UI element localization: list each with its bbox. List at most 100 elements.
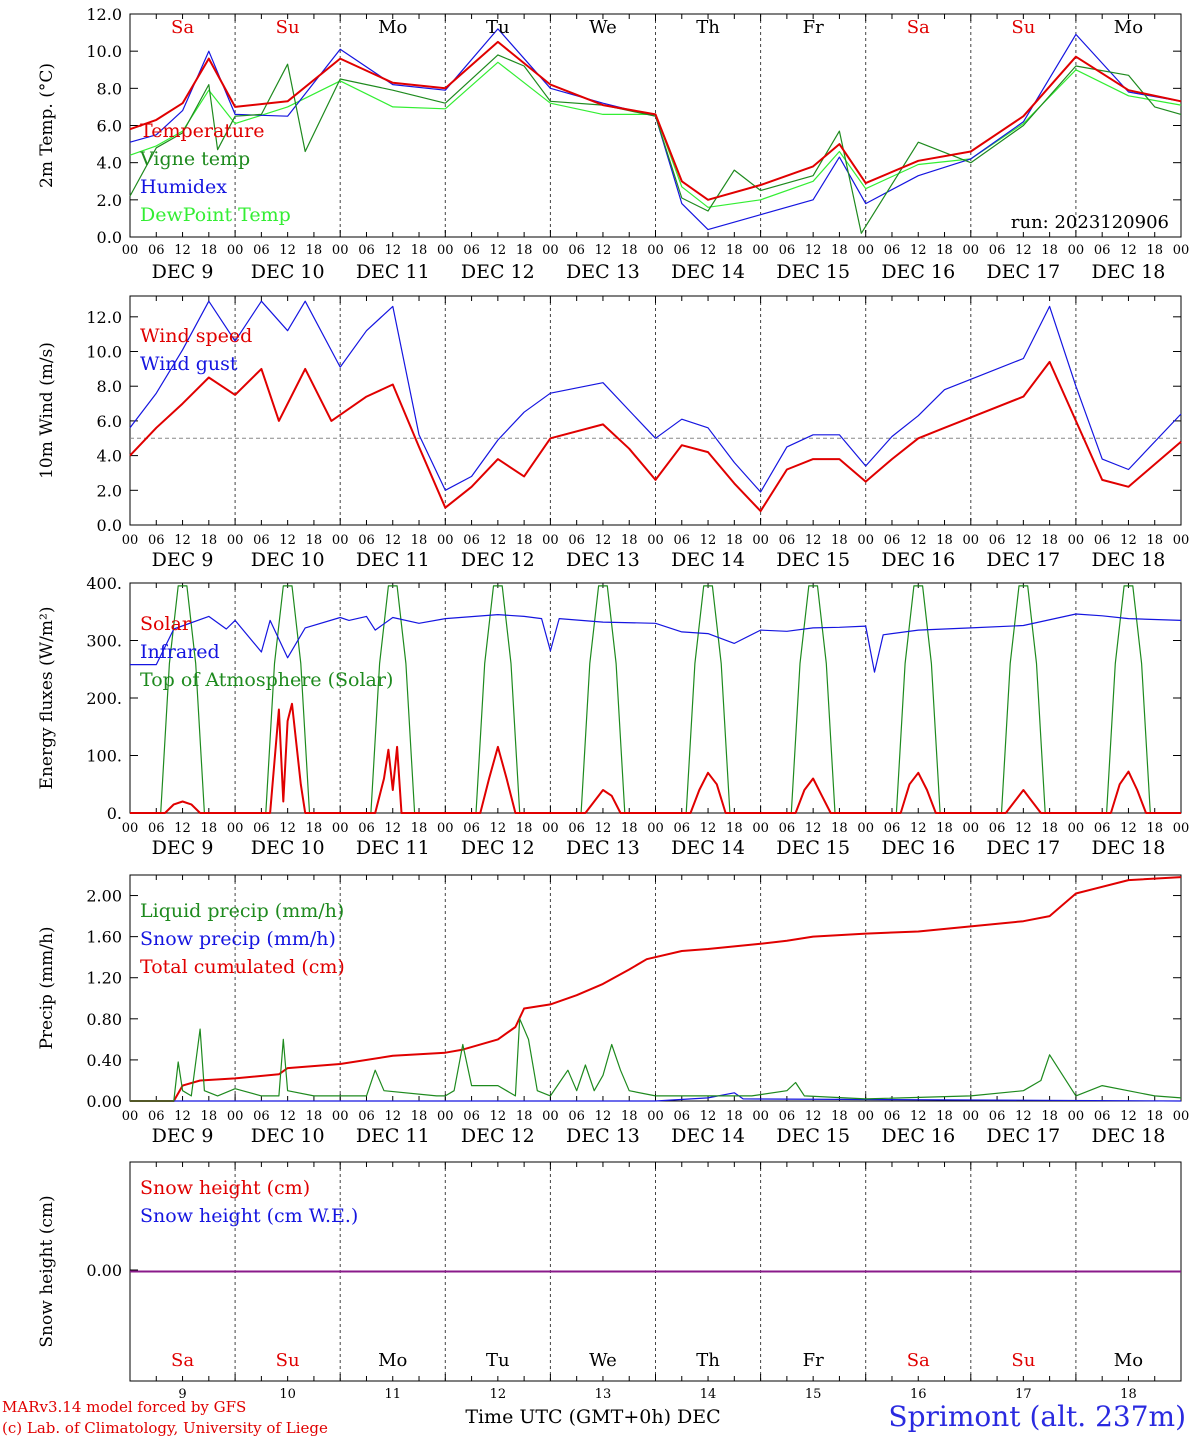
hour-tick-label: 00 (963, 1109, 980, 1124)
day-number-label: 14 (700, 1387, 717, 1402)
hour-tick-label: 12 (910, 1109, 927, 1124)
legend-entry: Wind gust (140, 353, 238, 375)
date-label: DEC 11 (356, 1125, 430, 1147)
date-label: DEC 11 (356, 837, 430, 859)
hour-tick-label: 18 (411, 821, 428, 836)
y-tick-label: 400. (86, 574, 122, 593)
hour-tick-label: 00 (542, 243, 559, 258)
hour-tick-label: 00 (542, 1109, 559, 1124)
hour-tick-label: 00 (647, 243, 664, 258)
date-label: DEC 12 (461, 549, 535, 571)
legend-entry: Wind speed (140, 325, 252, 347)
date-label: DEC 18 (1092, 1125, 1166, 1147)
y-tick-label: 300. (86, 632, 122, 651)
legend-entry: Temperature (140, 120, 264, 142)
hour-tick-label: 00 (437, 821, 454, 836)
lab-credit: (c) Lab. of Climatology, University of L… (2, 1419, 328, 1437)
weekday-label-top: Fr (803, 17, 824, 38)
hour-tick-label: 12 (1120, 533, 1137, 548)
hour-tick-label: 18 (1041, 243, 1058, 258)
hour-tick-label: 18 (831, 533, 848, 548)
hour-tick-label: 00 (542, 533, 559, 548)
hour-tick-label: 00 (1068, 533, 1085, 548)
hour-tick-label: 12 (174, 1109, 191, 1124)
hour-tick-label: 12 (805, 1109, 822, 1124)
hour-tick-label: 18 (621, 1109, 638, 1124)
hour-tick-label: 06 (568, 533, 585, 548)
hour-tick-label: 00 (122, 533, 139, 548)
hour-tick-label: 18 (201, 1109, 218, 1124)
date-label: DEC 9 (152, 549, 214, 571)
legend-entry: Total cumulated (cm) (140, 956, 345, 978)
date-label: DEC 13 (566, 837, 640, 859)
y-tick-label: 2.00 (86, 887, 122, 906)
day-number-label: 15 (805, 1387, 822, 1402)
hour-tick-label: 00 (227, 243, 244, 258)
day-number-label: 13 (595, 1387, 612, 1402)
hour-tick-label: 18 (621, 243, 638, 258)
weekday-label-top: Su (276, 17, 300, 38)
hour-tick-label: 00 (1068, 243, 1085, 258)
date-label: DEC 16 (881, 549, 955, 571)
date-label: DEC 17 (986, 837, 1060, 859)
hour-tick-label: 00 (1173, 821, 1190, 836)
y-tick-label: 2.0 (97, 191, 122, 210)
hour-tick-label: 06 (568, 1109, 585, 1124)
hour-tick-label: 18 (516, 243, 533, 258)
hour-tick-label: 18 (831, 243, 848, 258)
day-number-label: 10 (279, 1387, 296, 1402)
y-tick-label: 0.0 (97, 516, 122, 535)
y-tick-label: 4.0 (97, 447, 122, 466)
hour-tick-label: 00 (1173, 1109, 1190, 1124)
date-label: DEC 13 (566, 549, 640, 571)
date-label: DEC 16 (881, 261, 955, 283)
y-tick-label: 0. (107, 804, 122, 823)
date-label: DEC 17 (986, 549, 1060, 571)
hour-tick-label: 12 (174, 533, 191, 548)
hour-tick-label: 12 (1120, 1109, 1137, 1124)
hour-tick-label: 12 (1015, 1109, 1032, 1124)
date-label: DEC 13 (566, 261, 640, 283)
y-tick-label: 8.0 (97, 79, 122, 98)
hour-tick-label: 06 (1094, 243, 1111, 258)
hour-tick-label: 12 (595, 821, 612, 836)
date-label: DEC 10 (251, 261, 325, 283)
weekday-label-top: Sa (171, 17, 194, 38)
date-label: DEC 15 (776, 549, 850, 571)
hour-tick-label: 06 (989, 821, 1006, 836)
hour-tick-label: 12 (174, 821, 191, 836)
weekday-label-top: Mo (378, 17, 407, 38)
day-number-label: 16 (910, 1387, 927, 1402)
y-tick-label: 4.0 (97, 154, 122, 173)
hour-tick-label: 18 (1041, 1109, 1058, 1124)
hour-tick-label: 12 (384, 1109, 401, 1124)
hour-tick-label: 06 (148, 1109, 165, 1124)
hour-tick-label: 00 (752, 1109, 769, 1124)
hour-tick-label: 12 (279, 243, 296, 258)
hour-tick-label: 00 (1068, 1109, 1085, 1124)
hour-tick-label: 18 (621, 821, 638, 836)
date-label: DEC 11 (356, 261, 430, 283)
hour-tick-label: 12 (490, 1109, 507, 1124)
hour-tick-label: 06 (674, 243, 691, 258)
hour-tick-label: 18 (936, 533, 953, 548)
day-number-label: 12 (490, 1387, 507, 1402)
weekday-label-top: Sa (907, 17, 930, 38)
legend-entry: Infrared (140, 641, 220, 663)
hour-tick-label: 18 (411, 533, 428, 548)
weekday-label-top: Th (696, 17, 720, 38)
hour-tick-label: 00 (332, 533, 349, 548)
y-tick-label: 200. (86, 689, 122, 708)
hour-tick-label: 06 (674, 1109, 691, 1124)
hour-tick-label: 12 (700, 243, 717, 258)
hour-tick-label: 12 (700, 821, 717, 836)
date-label: DEC 10 (251, 837, 325, 859)
hour-tick-label: 00 (647, 1109, 664, 1124)
date-label: DEC 9 (152, 1125, 214, 1147)
date-label: DEC 10 (251, 549, 325, 571)
hour-tick-label: 18 (936, 243, 953, 258)
hour-tick-label: 06 (358, 243, 375, 258)
hour-tick-label: 18 (411, 1109, 428, 1124)
weekday-label-bottom: Su (1011, 1350, 1035, 1371)
hour-tick-label: 06 (884, 1109, 901, 1124)
